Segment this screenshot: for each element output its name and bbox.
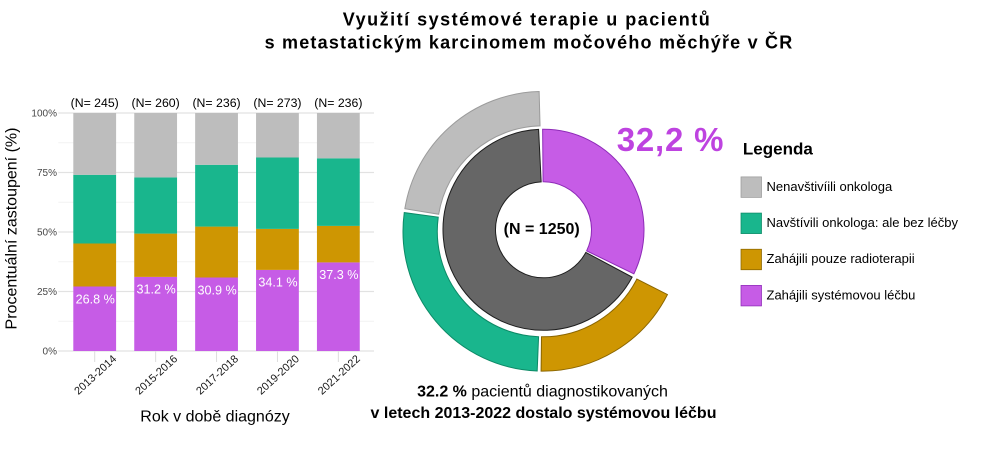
svg-text:32,2 %: 32,2 % (617, 121, 725, 158)
svg-text:Navštívili onkologa: ale bez l: Navštívili onkologa: ale bez léčby (767, 215, 959, 230)
svg-text:(N= 236): (N= 236) (192, 96, 240, 110)
svg-text:75%: 75% (37, 168, 57, 179)
svg-text:(N= 273): (N= 273) (253, 96, 301, 110)
svg-text:Využití systémové terapie u pa: Využití systémové terapie u pacientů (343, 10, 711, 30)
svg-text:(N= 236): (N= 236) (314, 96, 362, 110)
svg-text:Nenavštivíili onkologa: Nenavštivíili onkologa (767, 179, 894, 194)
svg-text:(N = 1250): (N = 1250) (504, 221, 580, 238)
svg-text:34.1 %: 34.1 % (258, 276, 297, 290)
svg-text:(N= 245): (N= 245) (71, 96, 119, 110)
svg-text:Legenda: Legenda (743, 139, 813, 158)
svg-text:31.2 %: 31.2 % (137, 283, 176, 297)
svg-text:Procentuální zastoupení (%): Procentuální zastoupení (%) (4, 128, 21, 330)
svg-text:Zahájili pouze radioterapii: Zahájili pouze radioterapii (767, 251, 915, 266)
svg-text:26.8 %: 26.8 % (76, 292, 115, 306)
svg-text:Zahájili systémovou léčbu: Zahájili systémovou léčbu (767, 287, 916, 302)
svg-text:Rok v době diagnózy: Rok v době diagnózy (140, 409, 289, 426)
svg-text:s metastatickým karcinomem moč: s metastatickým karcinomem močového měch… (265, 32, 794, 53)
svg-text:32.2 % pacientů diagnostikovan: 32.2 % pacientů diagnostikovaných (417, 383, 668, 401)
svg-text:0%: 0% (43, 347, 58, 358)
svg-text:50%: 50% (37, 228, 57, 239)
svg-text:v letech 2013-2022 dostalo sys: v letech 2013-2022 dostalo systémovou lé… (371, 405, 717, 422)
svg-text:30.9 %: 30.9 % (197, 283, 236, 297)
svg-text:25%: 25% (37, 287, 57, 298)
svg-text:(N= 260): (N= 260) (132, 96, 180, 110)
svg-text:37.3 %: 37.3 % (319, 268, 358, 282)
svg-text:100%: 100% (31, 109, 57, 120)
